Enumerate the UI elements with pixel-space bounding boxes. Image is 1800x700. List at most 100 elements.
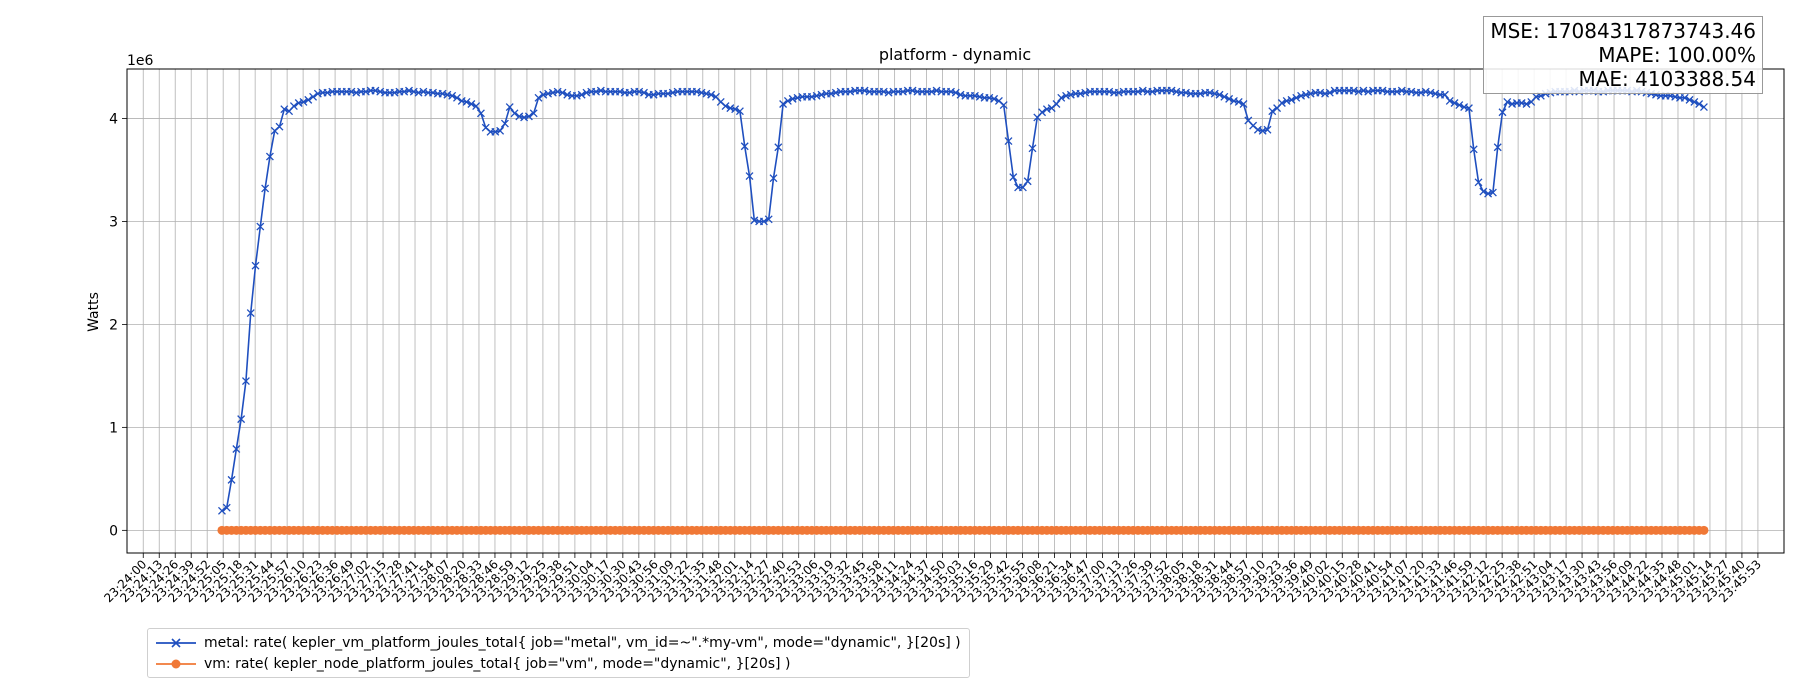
data-point-metal xyxy=(524,112,533,121)
series-layer xyxy=(217,86,1709,535)
data-point-metal xyxy=(510,109,519,118)
data-point-metal xyxy=(500,119,509,128)
data-point-metal xyxy=(529,109,538,118)
data-point-metal xyxy=(1690,97,1699,106)
data-point-metal xyxy=(1469,145,1478,154)
data-point-metal xyxy=(246,309,255,318)
data-point-metal xyxy=(707,90,716,99)
metrics-box: MSE: 17084317873743.46 MAPE: 100.00% MAE… xyxy=(1483,16,1763,94)
y-scale-label: 1e6 xyxy=(127,53,154,69)
y-tick-label: 1 xyxy=(109,420,118,436)
data-point-metal xyxy=(227,475,236,484)
data-point-metal xyxy=(534,93,543,102)
data-point-metal xyxy=(764,215,773,224)
data-point-metal xyxy=(232,445,241,453)
data-point-metal xyxy=(476,109,485,118)
data-point-metal xyxy=(721,102,730,111)
x-marker-icon xyxy=(156,637,196,648)
data-point-metal xyxy=(735,107,744,116)
y-tick-label: 0 xyxy=(109,523,118,539)
data-point-metal xyxy=(448,91,457,100)
data-point-metal xyxy=(1445,96,1454,105)
data-point-metal xyxy=(309,92,318,101)
data-point-metal xyxy=(740,142,749,151)
data-point-metal xyxy=(1685,95,1694,104)
data-point-metal xyxy=(496,126,505,135)
data-point-metal xyxy=(1009,173,1018,182)
data-point-metal xyxy=(745,172,754,181)
data-point-metal xyxy=(241,377,250,385)
data-point-metal xyxy=(1018,183,1027,192)
data-point-metal xyxy=(769,174,778,183)
data-point-metal xyxy=(774,143,783,152)
data-point-metal xyxy=(275,122,284,131)
data-point-metal xyxy=(783,96,792,105)
data-point-metal xyxy=(1215,90,1224,99)
data-point-metal xyxy=(999,101,1008,110)
data-point-metal xyxy=(1503,97,1512,106)
data-point-metal xyxy=(951,88,960,97)
data-point-metal xyxy=(222,503,231,512)
y-tick-label: 4 xyxy=(109,111,118,127)
data-point-metal xyxy=(640,88,648,97)
data-point-metal xyxy=(1239,100,1248,108)
data-point-metal xyxy=(1450,99,1459,107)
data-point-metal xyxy=(472,102,481,111)
data-point-metal xyxy=(256,222,265,231)
data-point-metal xyxy=(280,105,289,114)
data-point-metal xyxy=(1455,101,1464,110)
data-point-metal xyxy=(1057,93,1066,102)
data-point-metal xyxy=(779,100,788,108)
x-axis-ticks: 23:24:0023:24:1323:24:2623:24:3923:24:52… xyxy=(101,553,1764,605)
y-tick-label: 2 xyxy=(109,317,118,333)
data-point-metal xyxy=(1023,177,1032,186)
data-point-metal xyxy=(304,95,313,104)
series-line-metal xyxy=(221,89,1705,512)
data-point-metal xyxy=(1234,97,1243,106)
data-point-metal xyxy=(261,184,270,193)
data-point-metal xyxy=(1695,100,1704,108)
data-point-metal xyxy=(1498,108,1507,117)
data-point-metal xyxy=(1522,100,1531,108)
legend-entry-vm: vm: rate( kepler_node_platform_joules_to… xyxy=(156,653,961,674)
data-point-metal xyxy=(467,100,476,108)
chart-title: platform - dynamic xyxy=(879,45,1031,64)
data-point-metal xyxy=(462,97,471,106)
data-point-vm xyxy=(1699,525,1709,535)
y-axis-ticks: 0 1 2 3 4 xyxy=(109,111,127,539)
circle-marker-icon xyxy=(156,659,196,668)
data-point-metal xyxy=(1038,108,1047,117)
data-point-metal xyxy=(1464,104,1473,113)
data-point-metal xyxy=(1493,143,1502,152)
data-point-metal xyxy=(1263,125,1272,134)
data-point-metal xyxy=(1268,107,1277,116)
mse-value: MSE: 17084317873743.46 xyxy=(1490,19,1756,43)
y-axis-label: Watts xyxy=(86,292,102,332)
data-point-metal xyxy=(505,103,514,112)
y-tick-label: 3 xyxy=(109,214,118,230)
data-point-metal xyxy=(759,217,768,226)
legend-entry-metal: metal: rate( kepler_vm_platform_joules_t… xyxy=(156,632,961,653)
legend-label-metal: metal: rate( kepler_vm_platform_joules_t… xyxy=(204,634,961,651)
data-point-metal xyxy=(1479,187,1488,196)
data-point-metal xyxy=(1052,100,1061,108)
data-point-metal xyxy=(1292,93,1301,102)
mape-value: MAPE: 100.00% xyxy=(1598,43,1756,67)
data-point-metal xyxy=(299,97,308,106)
data-point-metal xyxy=(731,105,740,114)
data-point-metal xyxy=(251,261,260,270)
data-point-metal xyxy=(217,506,226,515)
data-point-metal xyxy=(558,88,567,97)
grid-lines xyxy=(127,69,1784,553)
data-point-metal xyxy=(1004,137,1013,146)
data-point-metal xyxy=(1225,94,1234,103)
data-point-metal xyxy=(237,415,246,424)
data-point-metal xyxy=(1440,90,1449,99)
data-point-metal xyxy=(1220,92,1229,101)
data-point-metal xyxy=(265,152,274,161)
data-point-metal xyxy=(1680,93,1689,102)
legend: metal: rate( kepler_vm_platform_joules_t… xyxy=(147,628,970,678)
data-point-metal xyxy=(452,93,461,102)
data-point-metal xyxy=(1325,88,1334,97)
